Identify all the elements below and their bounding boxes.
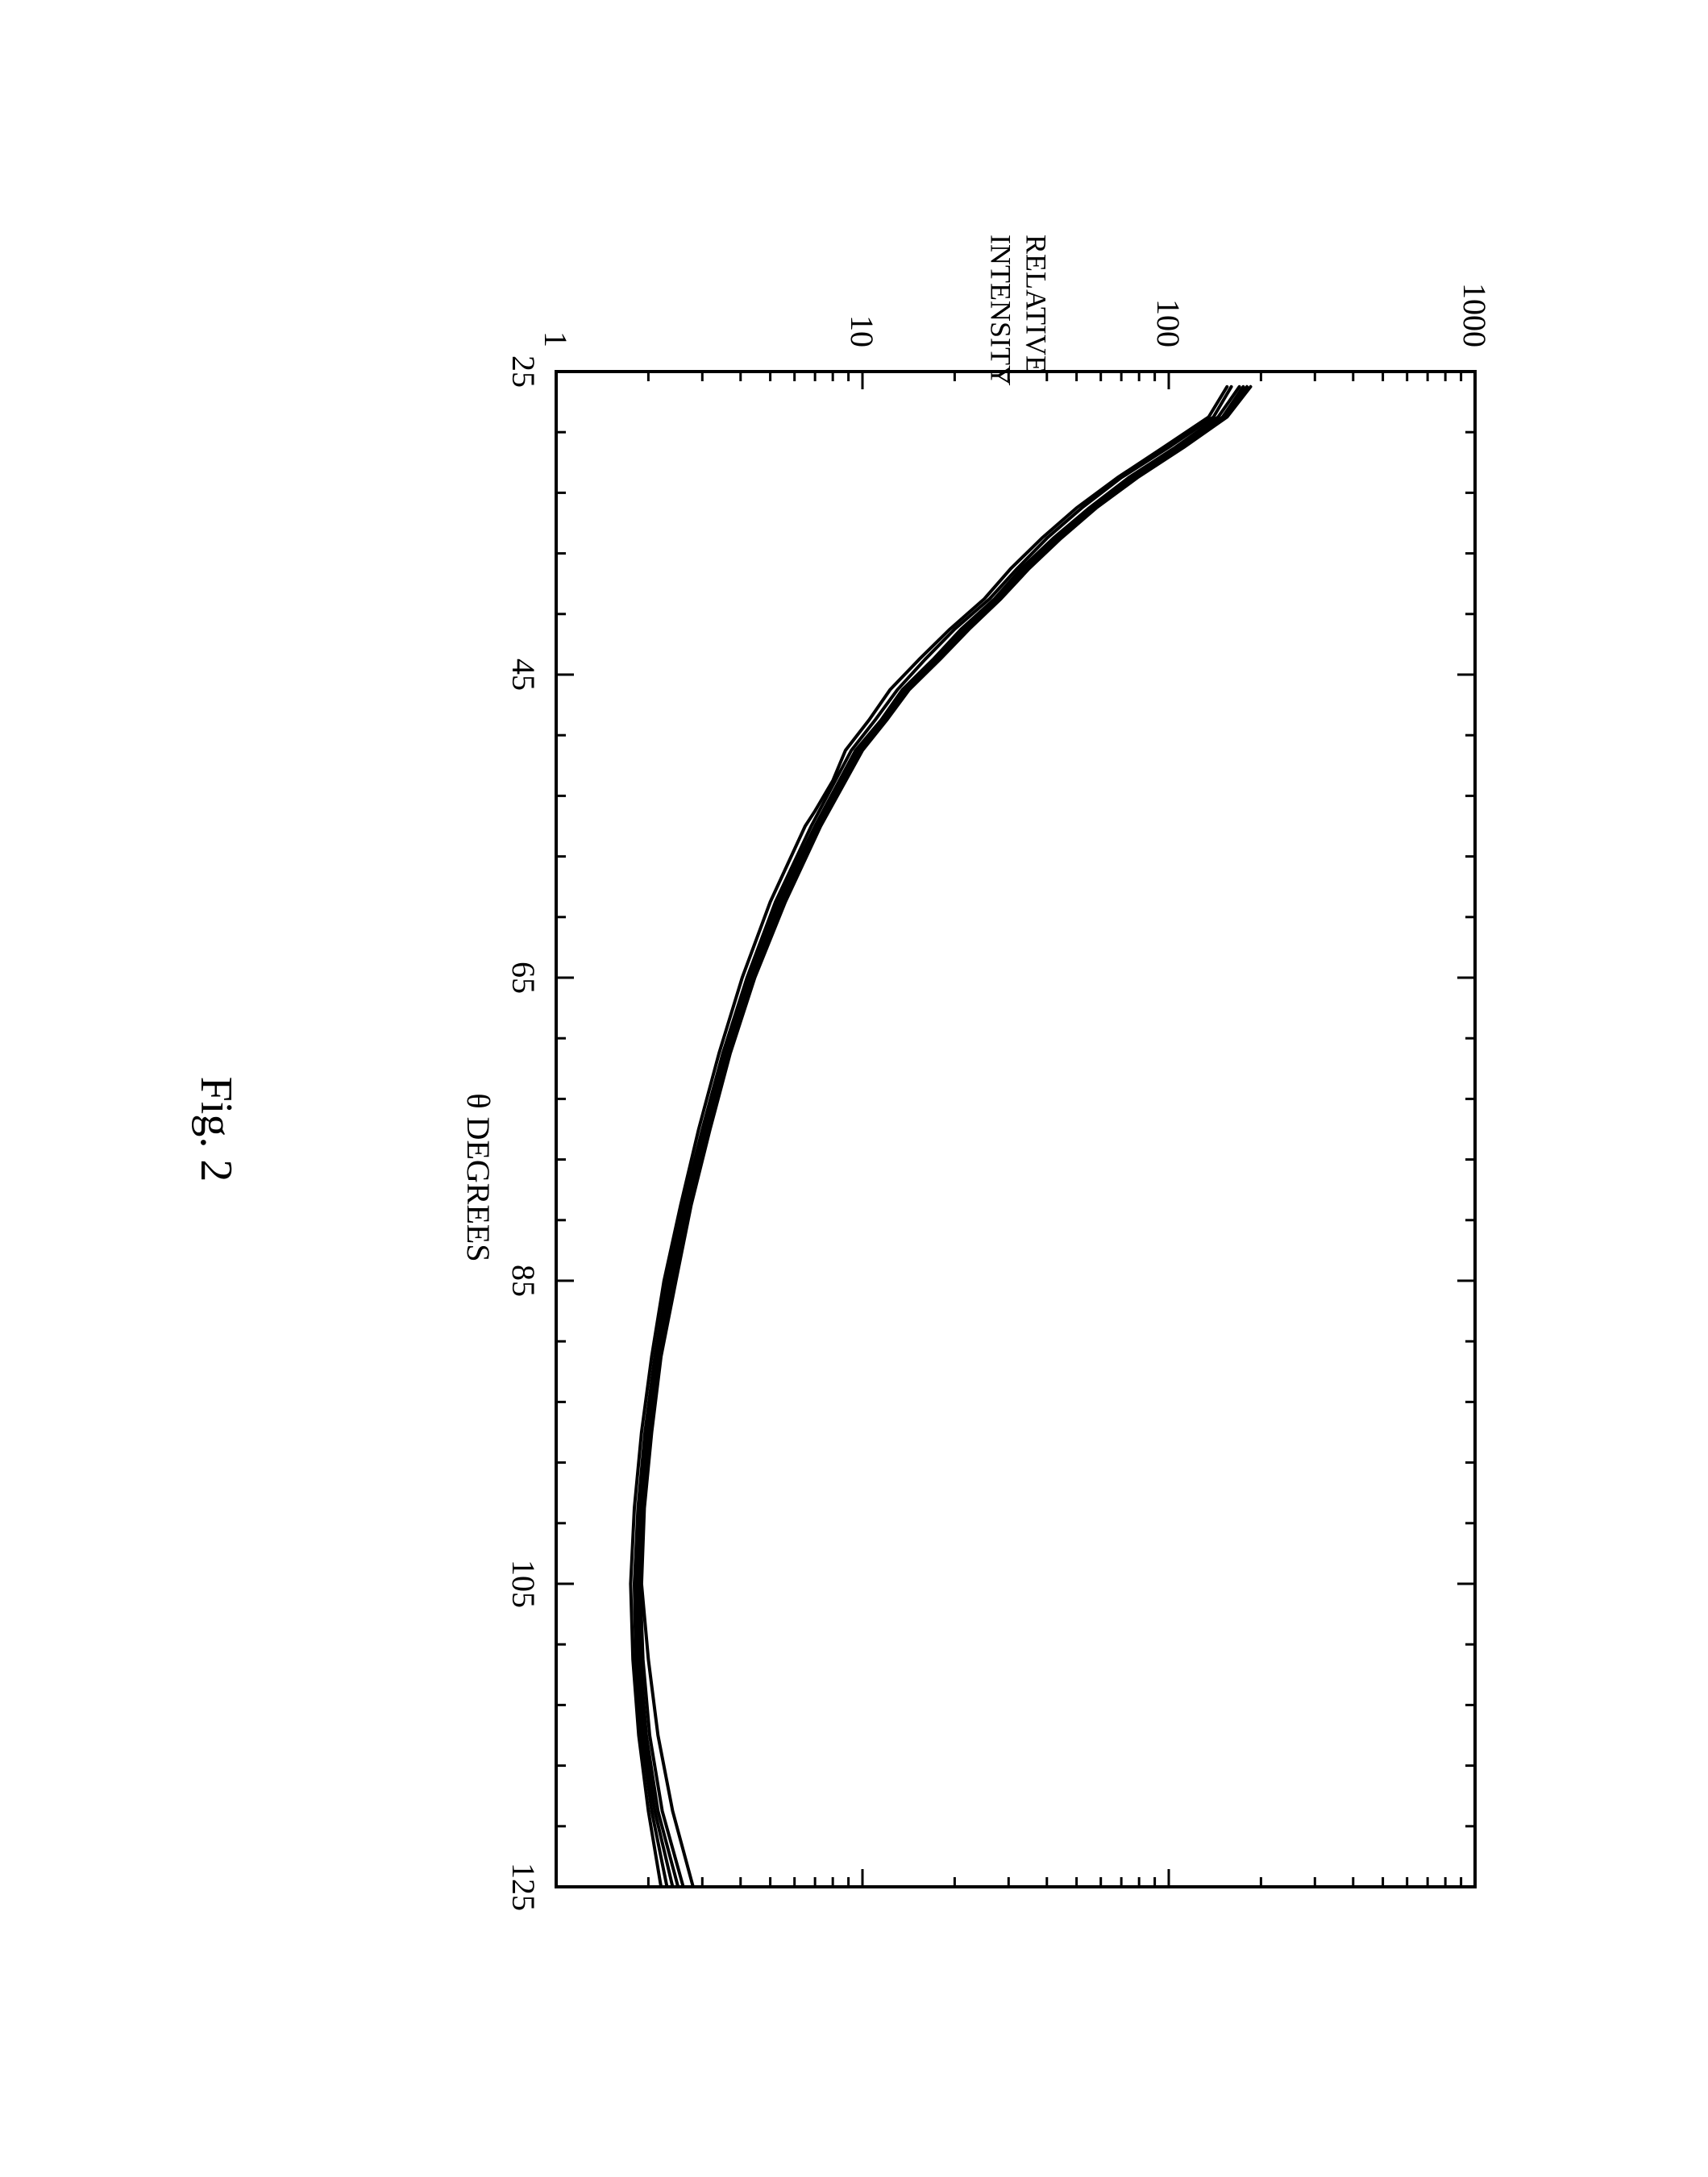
- svg-text:10: 10: [844, 315, 880, 347]
- svg-text:105: 105: [505, 1560, 542, 1608]
- svg-text:65: 65: [505, 962, 542, 994]
- svg-text:Fig. 2: Fig. 2: [191, 1076, 241, 1182]
- svg-text:85: 85: [505, 1265, 542, 1297]
- svg-text:1000: 1000: [1457, 283, 1493, 347]
- svg-text:1: 1: [538, 331, 574, 347]
- svg-text:RELATIVE: RELATIVE: [1020, 235, 1052, 373]
- svg-text:125: 125: [505, 1863, 542, 1911]
- svg-text:INTENSITY: INTENSITY: [984, 235, 1016, 386]
- page: 25 45 65 85 105 125 1 10 100 1000 θ DEGREES RELATIV…: [0, 0, 1708, 2177]
- svg-text:45: 45: [505, 659, 542, 691]
- svg-text:100: 100: [1150, 299, 1186, 347]
- chart-container: 25 45 65 85 105 125 1 10 100 1000 θ DEGREES RELATIV…: [169, 162, 1540, 2016]
- svg-text:25: 25: [505, 355, 542, 388]
- svg-text:θ DEGREES: θ DEGREES: [460, 1093, 497, 1261]
- chart-svg: 25 45 65 85 105 125 1 10 100 1000 θ DEGREES RELATIV…: [169, 162, 1540, 2016]
